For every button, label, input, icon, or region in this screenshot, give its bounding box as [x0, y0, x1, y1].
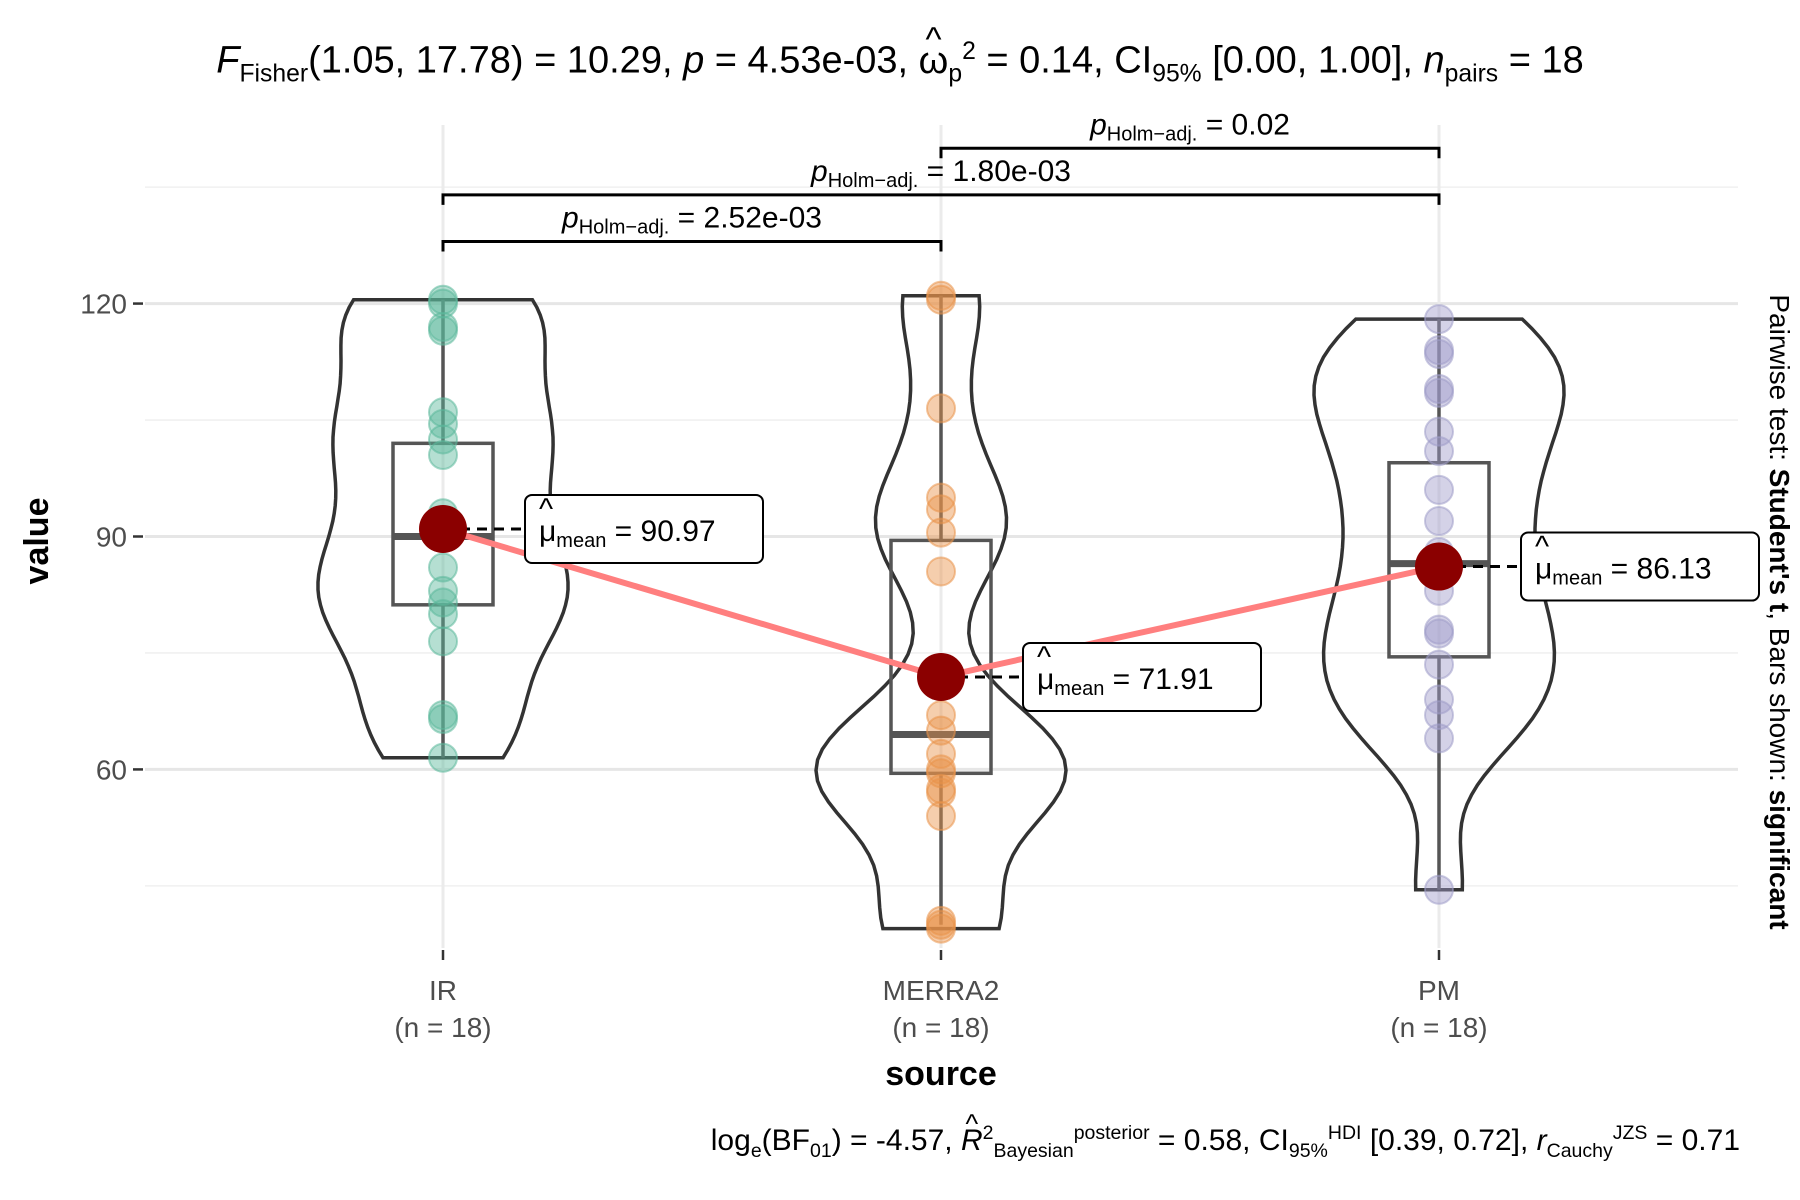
data-point: [1424, 874, 1454, 905]
group-merra2: [814, 280, 1068, 944]
x-tick-count: (n = 18): [1390, 1012, 1487, 1043]
pairwise-label: pHolm−adj. = 1.80e-03: [810, 155, 1071, 192]
pairwise-label: pHolm−adj. = 0.02: [1089, 108, 1290, 145]
bracket-line: [441, 193, 1441, 205]
y-axis-title: value: [18, 498, 56, 585]
mean-hat: ^: [539, 493, 553, 526]
mean-hat: ^: [1535, 531, 1549, 564]
pairwise-bracket: pHolm−adj. = 2.52e-03: [441, 201, 943, 252]
mean-annotation-ir: μmean = 90.97^: [419, 493, 764, 564]
data-point: [1424, 649, 1454, 680]
bracket-line: [939, 146, 1441, 159]
data-point: [926, 284, 956, 315]
x-tick-label: IR: [429, 975, 457, 1006]
data-point: [926, 494, 956, 525]
data-point: [1424, 339, 1454, 370]
mean-label-box: [1520, 531, 1760, 602]
data-point: [926, 801, 956, 832]
bayes-caption: loge(BF01) = -4.57, R2Bayesianposterior …: [711, 1109, 1740, 1163]
data-point: [926, 715, 956, 746]
data-point: [926, 913, 956, 944]
x-tick-count: (n = 18): [394, 1012, 491, 1043]
data-point: [1424, 618, 1454, 649]
violin-outline: [316, 297, 570, 760]
pairwise-bracket: pHolm−adj. = 1.80e-03: [441, 155, 1441, 205]
mean-point: [419, 504, 467, 553]
mean-annotation-merra2: μmean = 71.91^: [917, 641, 1262, 712]
x-tick-label: PM: [1418, 975, 1460, 1006]
violin-outline: [814, 294, 1068, 931]
violin-outline: [1312, 317, 1566, 892]
data-point: [926, 393, 956, 424]
data-point: [926, 556, 956, 587]
x-tick-count: (n = 18): [892, 1012, 989, 1043]
data-point: [926, 482, 956, 513]
data-point: [926, 777, 956, 808]
data-point: [428, 408, 458, 439]
bracket-line: [441, 239, 943, 252]
y-tick-label: 90: [96, 522, 127, 553]
data-point: [428, 439, 458, 470]
data-point: [1424, 723, 1454, 754]
mean-point: [917, 652, 965, 701]
mean-label: μmean = 86.13: [1535, 553, 1712, 590]
x-tick-label: MERRA2: [883, 975, 1000, 1006]
data-point: [428, 587, 458, 618]
mean-label-box: [1022, 641, 1262, 712]
data-point: [1424, 700, 1454, 731]
group-pm: [1312, 304, 1566, 905]
data-point: [1424, 436, 1454, 467]
data-point: [1424, 304, 1454, 335]
chart-subtitle: FFisher(1.05, 17.78) = 10.29, p = 4.53e-…: [0, 21, 1800, 88]
data-point: [428, 575, 458, 606]
pairwise-bracket: pHolm−adj. = 0.02: [939, 108, 1441, 159]
data-point: [428, 315, 458, 346]
mean-label-box: [524, 493, 764, 564]
data-point: [428, 742, 458, 773]
box: [1387, 460, 1491, 659]
data-point: [1424, 377, 1454, 408]
pairwise-label: pHolm−adj. = 2.52e-03: [561, 201, 822, 238]
mean-hat: ^: [1037, 641, 1051, 674]
data-point: [926, 517, 956, 548]
x-axis-title: source: [885, 1055, 997, 1093]
mean-point: [1415, 542, 1463, 591]
data-point: [428, 424, 458, 455]
data-point: [926, 700, 956, 731]
y-tick-label: 60: [96, 754, 127, 785]
data-point: [428, 552, 458, 583]
data-point: [428, 703, 458, 734]
box: [889, 538, 993, 776]
data-point: [1424, 505, 1454, 536]
mean-label: μmean = 71.91: [1037, 663, 1214, 700]
data-point: [428, 599, 458, 630]
data-point: [1424, 684, 1454, 715]
data-point: [1424, 474, 1454, 505]
y-tick-label: 120: [80, 289, 127, 320]
data-point: [428, 626, 458, 657]
mean-annotation-pm: μmean = 86.13^: [1415, 531, 1760, 602]
mean-label: μmean = 90.97: [539, 515, 716, 552]
pairwise-test-label: Pairwise test: Student's t, Bars shown: …: [1764, 294, 1795, 930]
